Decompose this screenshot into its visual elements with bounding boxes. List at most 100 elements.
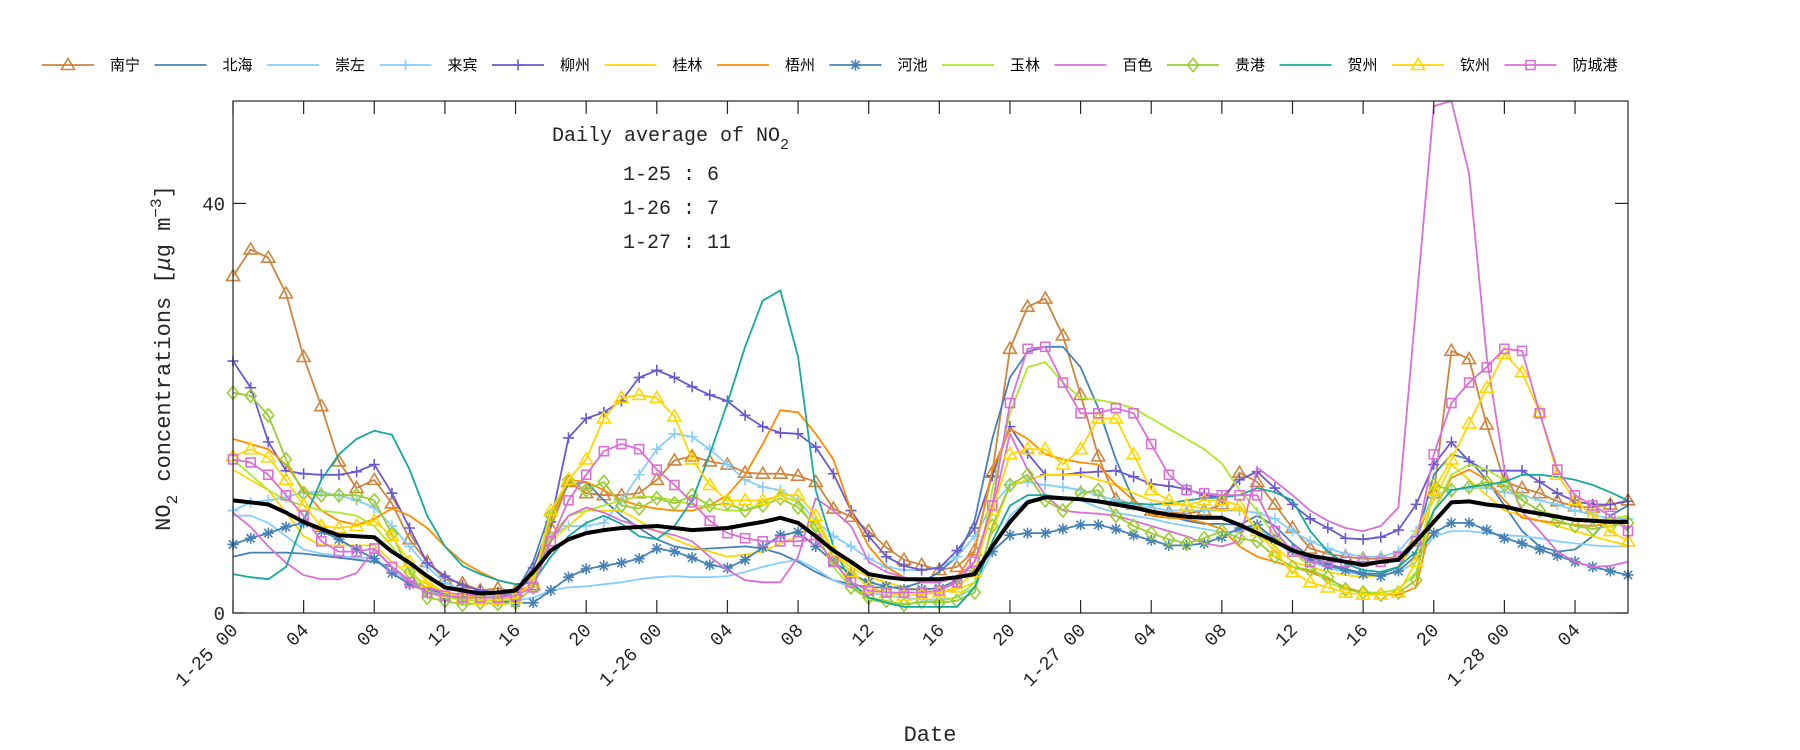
x-tick-label: 16 [918, 620, 950, 652]
data-point-marker [545, 536, 557, 547]
data-point-marker [1478, 416, 1495, 430]
data-point-marker [1004, 529, 1016, 541]
legend-item-河池[interactable]: 河池 [829, 56, 928, 74]
data-point-marker [1072, 441, 1089, 455]
data-point-marker [1197, 530, 1211, 546]
data-point-marker [1319, 579, 1336, 593]
data-point-marker [242, 241, 259, 255]
data-point-marker [1234, 489, 1245, 501]
data-point-marker [651, 542, 663, 554]
data-point-marker [1551, 487, 1563, 499]
legend-item-来宾[interactable]: 来宾 [379, 56, 478, 74]
data-point-marker [792, 536, 804, 547]
data-point-marker [439, 570, 451, 582]
legend: 南宁 北海 崇左 来宾 柳州 桂林 梧州 河池 玉林 百色 贵港 贺州 钦州 防城港 [42, 56, 1618, 74]
data-point-marker [615, 557, 627, 569]
data-point-marker [404, 578, 416, 590]
data-point-marker [1286, 525, 1298, 537]
data-point-marker [1302, 574, 1319, 588]
data-point-marker [1569, 505, 1581, 517]
data-point-marker [897, 597, 911, 613]
data-point-marker [351, 544, 363, 556]
data-point-marker [1128, 408, 1139, 419]
data-point-marker [262, 436, 274, 448]
data-point-marker [913, 586, 930, 600]
data-point-marker [631, 386, 648, 401]
legend-marker [1410, 56, 1426, 71]
legend-item-北海[interactable]: 北海 [154, 56, 253, 74]
data-point-marker [1092, 408, 1104, 419]
data-point-marker [579, 482, 593, 498]
data-point-marker [1128, 529, 1140, 541]
annotation-line-2: 1-26 : 7 [623, 198, 719, 221]
data-point-marker [1534, 544, 1546, 556]
legend-label: 河池 [898, 56, 928, 74]
data-point-marker [757, 541, 769, 553]
data-point-marker [1160, 492, 1177, 506]
data-point-marker [489, 591, 506, 605]
data-point-marker [244, 388, 258, 404]
data-point-marker [1302, 540, 1319, 554]
data-point-marker [896, 587, 912, 601]
series-贺州 [232, 289, 1629, 608]
legend-item-防城港[interactable]: 防城港 [1504, 56, 1618, 74]
legend-item-崇左[interactable]: 崇左 [267, 56, 365, 74]
data-point-marker [331, 519, 347, 534]
data-point-marker [1004, 397, 1016, 409]
data-point-marker [810, 441, 822, 453]
legend-label: 钦州 [1460, 56, 1490, 74]
legend-item-南宁[interactable]: 南宁 [42, 56, 140, 74]
data-point-marker [598, 560, 610, 572]
data-point-marker [1322, 522, 1334, 534]
data-point-marker [260, 249, 277, 263]
data-point-marker [1269, 525, 1281, 537]
legend-item-百色[interactable]: 百色 [1054, 56, 1153, 74]
data-point-marker [651, 443, 663, 455]
data-point-marker [1002, 340, 1018, 355]
legend-label: 来宾 [448, 56, 478, 74]
data-point-marker [298, 468, 310, 480]
legend-item-梧州[interactable]: 梧州 [717, 56, 815, 74]
data-point-marker [845, 540, 857, 552]
data-point-marker [1604, 565, 1616, 577]
legend-item-贵港[interactable]: 贵港 [1167, 56, 1265, 74]
data-point-marker [792, 526, 804, 538]
data-point-marker [1461, 415, 1477, 429]
data-point-marker [351, 546, 362, 557]
data-point-marker [1196, 492, 1213, 506]
data-point-marker [632, 500, 646, 517]
legend-item-玉林[interactable]: 玉林 [942, 56, 1040, 74]
data-point-marker [739, 554, 751, 566]
data-point-marker [279, 451, 293, 468]
data-point-marker [333, 533, 345, 545]
data-point-marker [648, 471, 665, 486]
legend-item-柳州[interactable]: 柳州 [492, 56, 590, 74]
data-point-marker [1443, 451, 1460, 465]
data-point-marker [843, 563, 859, 578]
data-point-marker [739, 409, 751, 421]
data-point-marker [598, 445, 610, 457]
data-point-marker [242, 441, 259, 455]
data-point-marker [1321, 569, 1335, 585]
x-tick-label: 16 [494, 620, 526, 652]
data-point-marker [563, 495, 574, 506]
legend-item-桂林[interactable]: 桂林 [604, 56, 703, 74]
data-point-marker [278, 285, 294, 299]
data-point-marker [1003, 477, 1017, 493]
data-point-marker [1375, 570, 1387, 582]
data-point-marker [1075, 408, 1086, 419]
data-point-marker [792, 428, 804, 440]
data-point-marker [563, 432, 575, 444]
data-point-marker [366, 512, 383, 527]
legend-item-贺州[interactable]: 贺州 [1279, 56, 1378, 74]
data-point-marker [1357, 533, 1369, 545]
data-point-marker [1446, 397, 1457, 409]
data-point-marker [737, 492, 753, 506]
data-point-marker [368, 543, 380, 554]
data-point-marker [704, 515, 716, 527]
data-point-marker [1216, 489, 1228, 501]
data-point-marker [457, 592, 468, 603]
x-tick-label: 16 [1342, 620, 1374, 652]
legend-item-钦州[interactable]: 钦州 [1392, 56, 1490, 74]
data-point-marker [578, 451, 595, 465]
